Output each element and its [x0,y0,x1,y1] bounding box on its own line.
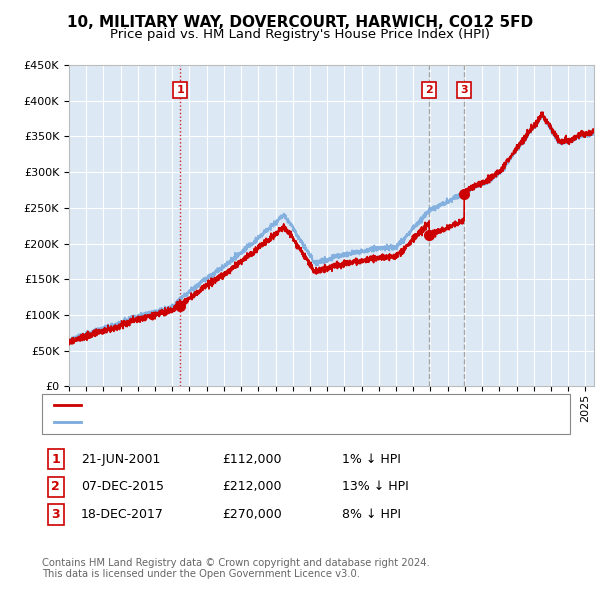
Text: 2: 2 [425,85,433,95]
Text: 3: 3 [460,85,468,95]
Text: 1: 1 [52,453,60,466]
Text: 2: 2 [52,480,60,493]
Text: HPI: Average price, detached house, Tendring: HPI: Average price, detached house, Tend… [86,416,355,429]
Text: £112,000: £112,000 [222,453,281,466]
Text: 21-JUN-2001: 21-JUN-2001 [81,453,160,466]
Text: £270,000: £270,000 [222,508,282,521]
Text: 18-DEC-2017: 18-DEC-2017 [81,508,164,521]
Text: 8% ↓ HPI: 8% ↓ HPI [342,508,401,521]
Text: Price paid vs. HM Land Registry's House Price Index (HPI): Price paid vs. HM Land Registry's House … [110,28,490,41]
Text: 10, MILITARY WAY, DOVERCOURT, HARWICH, CO12 5FD: 10, MILITARY WAY, DOVERCOURT, HARWICH, C… [67,15,533,30]
Text: 07-DEC-2015: 07-DEC-2015 [81,480,164,493]
Text: 3: 3 [52,508,60,521]
Text: Contains HM Land Registry data © Crown copyright and database right 2024.
This d: Contains HM Land Registry data © Crown c… [42,558,430,579]
Text: 10, MILITARY WAY, DOVERCOURT, HARWICH, CO12 5FD (detached house): 10, MILITARY WAY, DOVERCOURT, HARWICH, C… [86,398,517,411]
Text: 13% ↓ HPI: 13% ↓ HPI [342,480,409,493]
Text: 1% ↓ HPI: 1% ↓ HPI [342,453,401,466]
Text: 1: 1 [176,85,184,95]
Text: £212,000: £212,000 [222,480,281,493]
